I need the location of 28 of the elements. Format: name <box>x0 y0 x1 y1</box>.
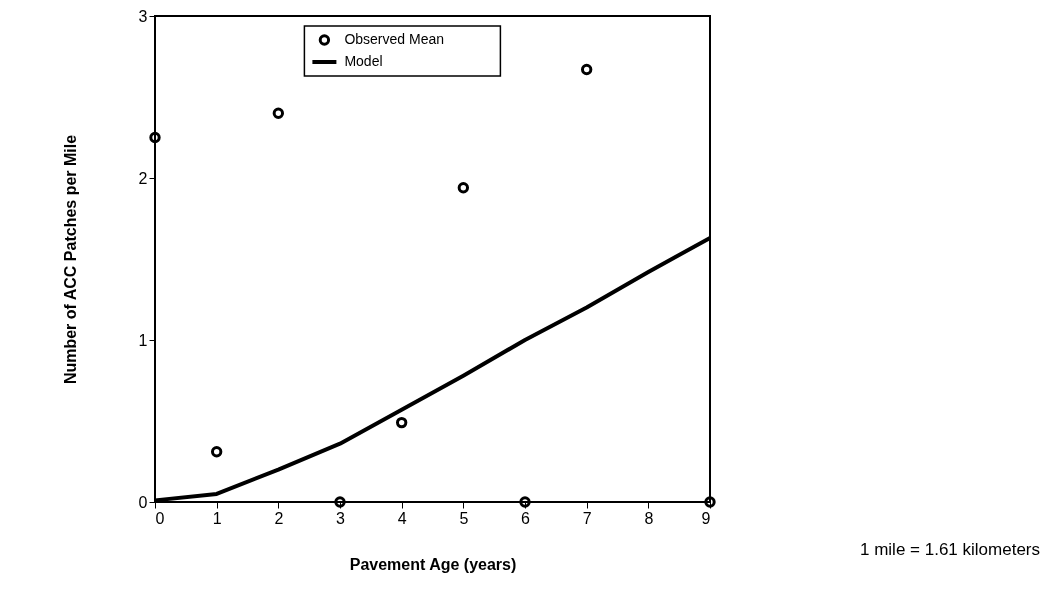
x-tick-label: 2 <box>274 509 284 527</box>
text: 1 mile = 1.61 kilometers <box>860 540 1040 559</box>
y-tick-label: 1 <box>138 331 148 349</box>
y-axis-title: Number of ACC Patches per Mile <box>61 134 79 385</box>
point <box>272 107 285 119</box>
x-tick-label: 9 <box>701 509 711 527</box>
y-tick-label: 0 <box>138 493 148 511</box>
point <box>580 63 593 76</box>
y-tick-label: 2 <box>138 169 148 187</box>
x-tick-label: 6 <box>521 509 531 527</box>
point <box>334 496 346 508</box>
point <box>149 131 161 144</box>
point <box>210 446 223 458</box>
legend-label: Model <box>344 53 383 69</box>
x-tick-label: 7 <box>582 509 592 527</box>
x-tick-label: 3 <box>336 509 346 527</box>
point <box>457 182 470 194</box>
x-tick-label: 5 <box>459 509 469 527</box>
x-tick-label: 8 <box>644 509 654 527</box>
x-axis-title: Pavement Age (years) <box>349 555 517 573</box>
point <box>704 496 716 508</box>
point <box>519 496 531 508</box>
x-tick-label: 1 <box>212 509 222 527</box>
point <box>395 416 408 429</box>
y-tick-label: 3 <box>138 7 148 25</box>
x-tick-label: 4 <box>397 509 407 527</box>
x-tick-label: 0 <box>155 509 165 527</box>
legend-label: Observed Mean <box>344 31 445 47</box>
